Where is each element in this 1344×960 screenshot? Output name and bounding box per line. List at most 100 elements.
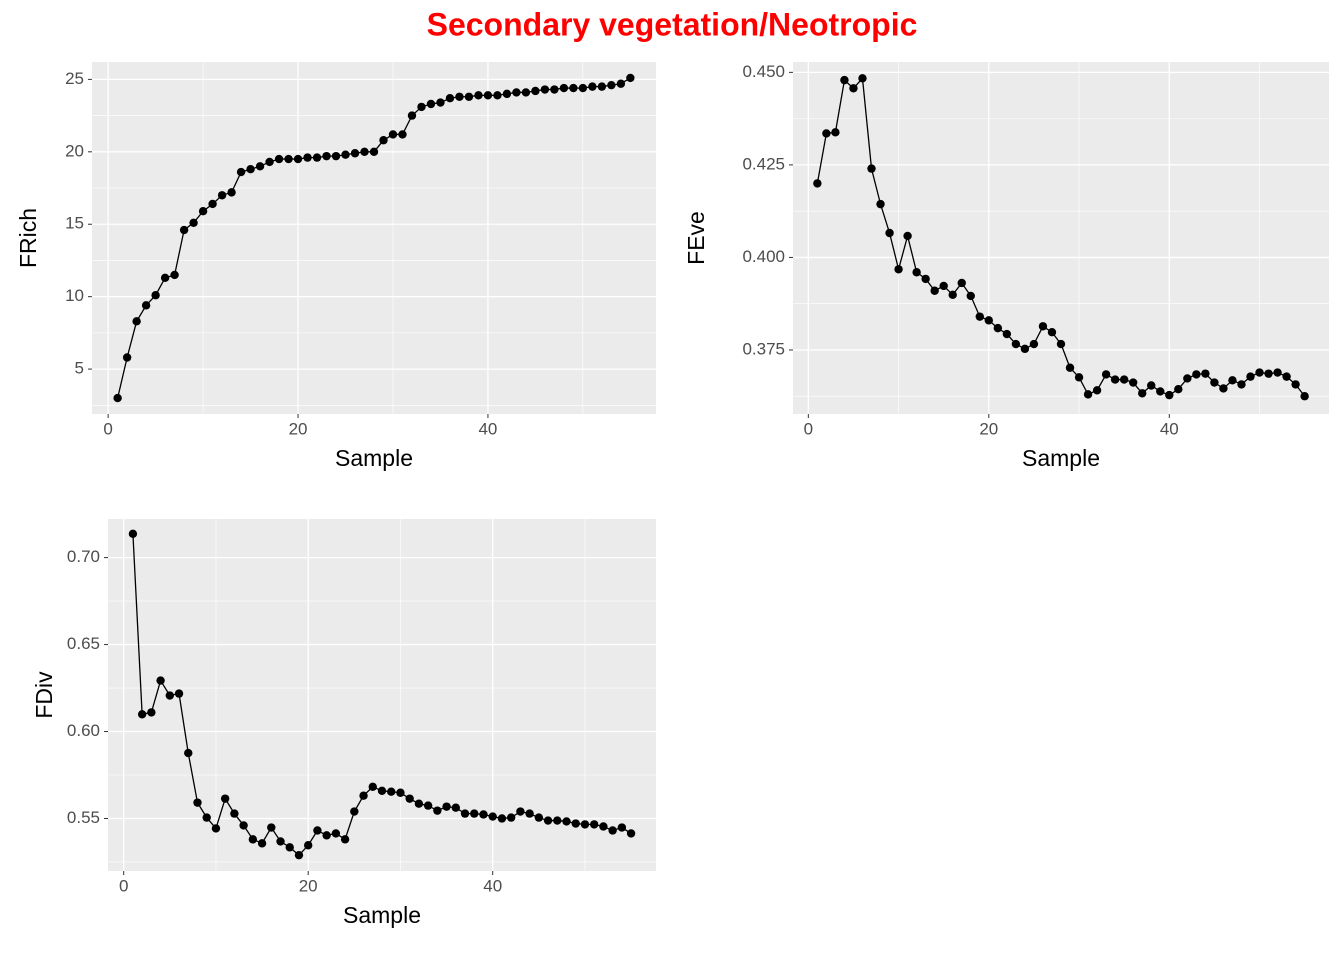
data-point [369,147,379,157]
x-tick-label: 0 [119,876,128,895]
data-point [341,150,350,159]
data-point [284,154,293,164]
data-point [1029,339,1039,349]
data-point [1210,378,1219,387]
data-point [516,807,525,816]
data-point [493,91,502,100]
x-tick-label: 40 [483,876,502,895]
data-point [426,99,436,109]
data-point [531,86,540,96]
data-point [198,207,208,216]
data-point [294,850,304,860]
data-point [559,83,569,93]
data-point [813,179,822,188]
data-point [202,813,211,822]
x-axis-title: Sample [335,445,413,471]
data-point [607,80,616,90]
data-point [340,835,350,844]
data-point [562,817,571,826]
data-point [597,82,607,91]
data-point [423,801,433,810]
data-point [1192,370,1201,379]
panel-background [92,62,656,414]
data-point [189,218,198,227]
data-point [1020,344,1030,354]
data-point [1264,369,1273,378]
data-point [1101,370,1111,379]
data-point [939,281,948,291]
data-point [322,151,331,161]
y-axis-title: FRich [15,208,41,268]
data-point [137,710,147,719]
x-axis-title: Sample [343,902,421,928]
data-point [885,228,894,238]
data-point [1165,390,1174,400]
data-point [239,821,248,830]
data-point [220,794,230,803]
data-point [359,791,368,800]
data-point [822,129,831,138]
data-point [957,278,966,288]
data-point [1002,329,1012,339]
data-point [165,691,175,700]
data-point [274,154,284,164]
data-point [948,290,957,300]
data-point [151,291,160,300]
data-point [257,839,267,848]
data-point [534,813,544,822]
panel-background [108,519,656,871]
data-point [230,809,239,818]
x-tick-label: 40 [1160,419,1179,438]
data-point [831,128,840,137]
panel-background [793,62,1329,414]
data-point [502,89,512,99]
x-axis-title: Sample [1022,445,1100,471]
data-point [616,79,626,88]
data-point [479,810,488,819]
data-point [483,91,493,100]
data-point [521,88,531,97]
data-point [387,787,396,796]
data-point [236,167,246,177]
data-point [414,799,424,808]
data-point [1065,363,1075,372]
data-point [1038,322,1048,331]
data-point [350,807,359,816]
data-point [1183,374,1192,383]
data-point [470,809,479,818]
data-point [1156,387,1165,396]
data-point [464,92,474,101]
data-point [580,820,590,829]
data-point [267,823,276,832]
y-tick-label: 0.400 [742,247,785,266]
data-point [227,188,236,197]
y-tick-label: 5 [75,359,84,378]
y-tick-label: 10 [65,286,84,305]
data-point [1228,376,1237,385]
y-tick-label: 0.425 [742,154,785,173]
y-tick-label: 0.60 [67,721,100,740]
data-point [451,803,461,812]
data-point [141,301,151,310]
figure-title: Secondary vegetation/Neotropic [427,6,918,42]
data-point [849,84,858,93]
data-point [246,164,255,174]
data-point [445,94,455,103]
y-tick-label: 0.65 [67,634,100,653]
data-point [179,225,189,235]
x-tick-label: 0 [804,419,813,438]
data-point [617,823,627,832]
data-point [122,353,132,362]
x-tick-label: 20 [289,419,308,438]
data-point [858,74,867,83]
data-point [436,98,445,107]
data-point [147,708,156,717]
data-point [248,835,258,844]
data-point [578,83,588,93]
data-point [312,153,322,162]
data-point [1083,390,1093,399]
data-point [912,268,921,277]
data-point [276,837,285,846]
data-point [1300,392,1309,401]
